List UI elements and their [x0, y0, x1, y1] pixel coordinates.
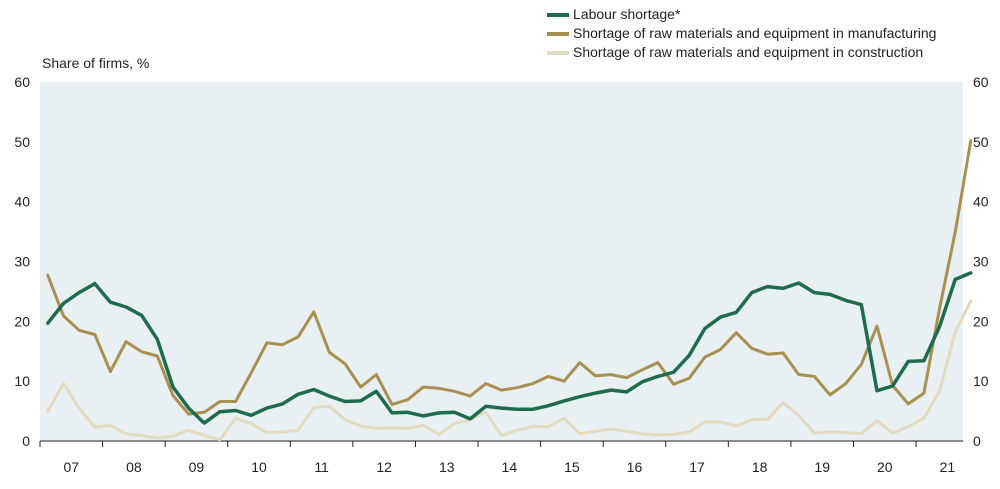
y-tick-label-right: 10	[973, 373, 989, 389]
y-tick-label-right: 20	[973, 313, 989, 329]
y-tick-label-left: 30	[14, 254, 30, 270]
y-tick-label-left: 60	[14, 74, 30, 90]
x-tick-label: 19	[814, 459, 830, 475]
legend-label-labour: Labour shortage*	[573, 6, 681, 22]
x-tick-label: 15	[564, 459, 580, 475]
y-axis-label: Share of firms, %	[42, 55, 150, 71]
legend-item-manufacturing: Shortage of raw materials and equipment …	[547, 24, 936, 43]
y-tick-label-left: 0	[22, 433, 30, 449]
x-tick-label: 16	[627, 459, 643, 475]
y-tick-label-right: 40	[973, 194, 989, 210]
x-tick-label: 08	[126, 459, 142, 475]
legend-swatch-labour	[547, 12, 569, 17]
x-tick-label: 10	[251, 459, 267, 475]
legend-item-labour: Labour shortage*	[547, 5, 936, 24]
x-tick-label: 18	[752, 459, 768, 475]
x-tick-label: 07	[63, 459, 79, 475]
x-axis: 07 08 09 10 11 12 13 14 15 16 17 18 19 20 21	[39, 440, 963, 475]
series-line-construction	[46, 299, 973, 442]
y-tick-label-left: 50	[14, 134, 30, 150]
x-tick-label: 09	[189, 459, 205, 475]
legend-label-construction: Shortage of raw materials and equipment …	[573, 44, 924, 60]
y-tick-label-right: 0	[973, 433, 981, 449]
y-tick-label-left: 20	[14, 313, 30, 329]
y-tick-label-left: 10	[14, 373, 30, 389]
legend-swatch-construction	[547, 50, 569, 55]
x-tick-label: 11	[314, 459, 329, 475]
x-tick-label: 12	[376, 459, 392, 475]
series-lines	[46, 139, 973, 442]
x-tick-label: 13	[439, 459, 455, 475]
y-tick-label-right: 50	[973, 134, 989, 150]
x-tick-label: 20	[877, 459, 893, 475]
legend-label-manufacturing: Shortage of raw materials and equipment …	[573, 25, 937, 41]
y-tick-label-right: 30	[973, 254, 989, 270]
legend-swatch-manufacturing	[547, 31, 569, 36]
x-tick-label: 14	[502, 459, 518, 475]
y-axis-left: 0 10 20 30 40 50 60	[14, 74, 30, 449]
series-line-labour	[46, 271, 973, 425]
plot-area	[40, 82, 963, 441]
x-tick-label: 21	[940, 459, 956, 475]
y-tick-label-left: 40	[14, 194, 30, 210]
legend: Labour shortage* Shortage of raw materia…	[547, 5, 936, 62]
y-tick-label-right: 60	[973, 74, 989, 90]
x-tick-label: 17	[689, 459, 705, 475]
series-line-manufacturing	[46, 139, 973, 416]
y-axis-right: 0 10 20 30 40 50 60	[973, 74, 989, 449]
legend-item-construction: Shortage of raw materials and equipment …	[547, 43, 936, 62]
